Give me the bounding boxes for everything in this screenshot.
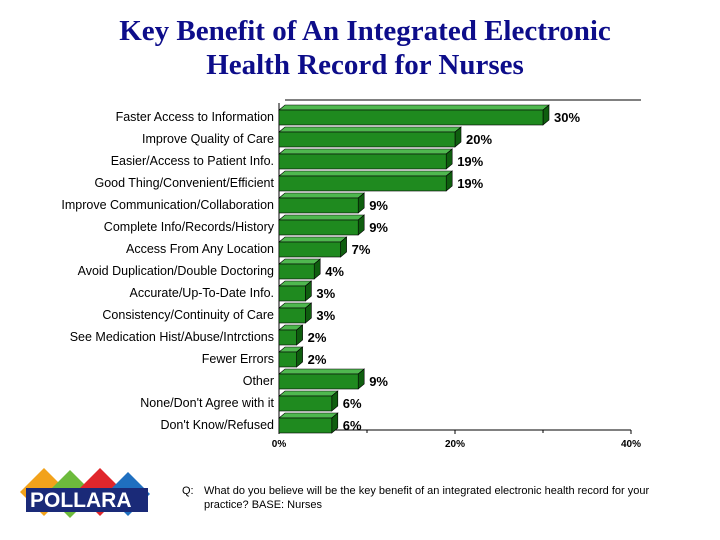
data-label: 2%	[308, 352, 327, 367]
bar	[278, 329, 297, 346]
data-label: 3%	[316, 286, 335, 301]
category-label: Improve Quality of Care	[142, 132, 274, 146]
data-label: 2%	[308, 330, 327, 345]
data-label: 4%	[325, 264, 344, 279]
bar-top-face	[278, 148, 454, 155]
category-label: None/Don't Agree with it	[140, 396, 274, 410]
chart-title-line-2: Health Record for Nurses	[206, 49, 524, 81]
data-label: 30%	[554, 110, 580, 125]
category-label: Don't Know/Refused	[160, 418, 274, 432]
question-prefix: Q:	[182, 485, 194, 497]
category-label: Improve Communication/Collaboration	[61, 198, 274, 212]
bar	[278, 373, 359, 390]
data-label: 9%	[369, 198, 388, 213]
category-label: Other	[243, 374, 274, 388]
x-tick-label: 40%	[621, 439, 641, 450]
bar	[278, 241, 341, 258]
bar	[278, 351, 297, 368]
data-label: 19%	[457, 154, 483, 169]
bar	[278, 307, 306, 324]
data-label: 9%	[369, 220, 388, 235]
pollara-logo: POLLARA	[20, 468, 150, 518]
bar	[278, 131, 456, 148]
category-label: Access From Any Location	[126, 242, 274, 256]
bar	[278, 417, 333, 434]
data-label: 3%	[316, 308, 335, 323]
category-label: Good Thing/Convenient/Efficient	[94, 176, 274, 190]
bar	[278, 153, 447, 170]
bar-top-face	[278, 126, 462, 133]
bar	[278, 197, 359, 214]
data-label: 6%	[343, 396, 362, 411]
data-label: 20%	[466, 132, 492, 147]
bar	[278, 175, 447, 192]
x-tick-label: 0%	[272, 439, 287, 450]
bar	[278, 263, 315, 280]
bar-top-face	[278, 412, 339, 419]
category-label: Faster Access to Information	[116, 110, 274, 124]
category-label: See Medication Hist/Abuse/Intrctions	[70, 330, 274, 344]
bar-top-face	[278, 192, 366, 199]
bar	[278, 219, 359, 236]
bar-top-face	[278, 390, 339, 397]
bar-chart: 0% 20% 40% Faster Access to Information 30% I…	[61, 99, 641, 450]
question-note: Q: What do you believe will be the key b…	[182, 484, 682, 512]
data-label: 6%	[343, 418, 362, 433]
category-label: Fewer Errors	[202, 352, 274, 366]
question-text: What do you believe will be the key bene…	[204, 485, 650, 511]
bar-top-face	[278, 258, 322, 265]
bar-top-face	[278, 368, 366, 375]
bar	[278, 109, 544, 126]
category-label: Complete Info/Records/History	[104, 220, 275, 234]
chart-title-line-1: Key Benefit of An Integrated Electronic	[119, 15, 611, 47]
bar	[278, 395, 333, 412]
svg-text:POLLARA: POLLARA	[30, 489, 132, 512]
bar	[278, 285, 306, 302]
x-tick-label: 20%	[445, 439, 465, 450]
bar-top-face	[278, 236, 348, 243]
bar-top-face	[278, 170, 454, 177]
chart-title: Key Benefit of An Integrated Electronic …	[0, 14, 720, 82]
category-label: Avoid Duplication/Double Doctoring	[78, 264, 274, 278]
data-label: 9%	[369, 374, 388, 389]
data-label: 19%	[457, 176, 483, 191]
data-label: 7%	[352, 242, 371, 257]
category-label: Accurate/Up-To-Date Info.	[129, 286, 274, 300]
bar-top-face	[278, 104, 550, 111]
category-label: Consistency/Continuity of Care	[102, 308, 274, 322]
bar-top-face	[278, 214, 366, 221]
category-label: Easier/Access to Patient Info.	[111, 154, 274, 168]
